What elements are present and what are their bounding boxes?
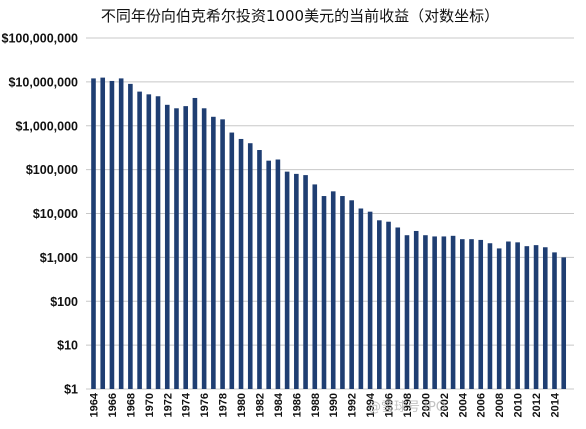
x-tick-label: 1976 bbox=[199, 393, 211, 417]
bar bbox=[552, 252, 557, 389]
bar bbox=[229, 132, 235, 390]
y-tick-label: $1,000 bbox=[40, 251, 78, 265]
x-tick-label: 1970 bbox=[144, 393, 156, 417]
y-axis: $1 $10 $100 $1,000 $10,000 $100,000 $1,000,000… bbox=[2, 32, 79, 397]
bar bbox=[542, 247, 548, 389]
bar bbox=[358, 208, 364, 389]
x-tick-label: 1978 bbox=[218, 393, 230, 417]
bar bbox=[450, 235, 456, 389]
bar bbox=[515, 242, 520, 389]
bar bbox=[238, 138, 244, 389]
y-tick-label: $10,000 bbox=[33, 207, 78, 221]
bar bbox=[118, 78, 124, 390]
bar bbox=[183, 106, 188, 389]
y-tick-label: $1,000,000 bbox=[15, 119, 78, 133]
bar bbox=[91, 78, 96, 390]
bar bbox=[404, 235, 410, 389]
watermark: @雪球号 IPO bbox=[368, 400, 446, 415]
x-tick-label: 1996 bbox=[384, 393, 396, 417]
chart-title: 不同年份向伯克希尔投资1000美元的当前收益（对数坐标） bbox=[101, 7, 499, 25]
bar bbox=[201, 108, 207, 389]
x-tick-label: 1994 bbox=[365, 392, 377, 417]
x-tick-label: 2004 bbox=[457, 392, 469, 417]
bar bbox=[340, 196, 345, 389]
bar bbox=[321, 196, 327, 389]
y-tick-label: $100,000 bbox=[26, 163, 78, 177]
x-tick-label: 1988 bbox=[310, 393, 322, 417]
bar bbox=[524, 246, 530, 389]
bar bbox=[441, 236, 447, 389]
bar bbox=[413, 230, 419, 389]
x-tick-label: 1972 bbox=[162, 393, 174, 417]
x-tick-label: 1964 bbox=[89, 392, 101, 417]
bar bbox=[469, 239, 474, 389]
bar bbox=[137, 91, 142, 390]
x-tick-label: 1984 bbox=[273, 392, 285, 417]
x-tick-label: 2006 bbox=[476, 393, 488, 417]
x-tick-label: 2014 bbox=[550, 392, 562, 417]
bar bbox=[460, 239, 465, 389]
y-tick-label: $100 bbox=[50, 295, 78, 309]
x-tick-label: 2002 bbox=[439, 393, 451, 417]
bar bbox=[395, 227, 401, 389]
bar bbox=[330, 191, 336, 389]
x-tick-label: 1998 bbox=[402, 393, 414, 417]
y-tick-label: $10,000,000 bbox=[8, 75, 78, 89]
bar bbox=[100, 77, 106, 390]
x-tick-label: 2012 bbox=[531, 393, 543, 417]
y-tick-label: $10 bbox=[57, 339, 78, 353]
bar bbox=[533, 245, 539, 389]
bar bbox=[312, 184, 318, 389]
bar bbox=[386, 221, 391, 389]
bar bbox=[377, 220, 382, 389]
x-axis: 1964 1966 1968 1970 1972 1974 1976 1978 1980 1982… bbox=[89, 392, 562, 417]
bar bbox=[423, 235, 428, 389]
bar bbox=[478, 239, 484, 389]
bar bbox=[367, 211, 373, 389]
bar bbox=[487, 243, 493, 389]
bar bbox=[211, 116, 216, 389]
x-tick-label: 1980 bbox=[236, 393, 248, 417]
bar bbox=[294, 173, 299, 389]
bar bbox=[174, 108, 179, 389]
bar bbox=[266, 160, 271, 389]
bar bbox=[506, 241, 511, 389]
bar bbox=[432, 236, 437, 389]
bar bbox=[561, 257, 567, 390]
x-tick-label: 1968 bbox=[125, 393, 137, 417]
x-tick-label: 1974 bbox=[181, 392, 193, 417]
bar bbox=[496, 248, 502, 389]
bar bbox=[164, 104, 170, 389]
bar bbox=[349, 200, 354, 389]
y-tick-label: $1 bbox=[64, 383, 78, 397]
x-tick-label: 1986 bbox=[291, 393, 303, 417]
bar bbox=[257, 150, 262, 389]
x-tick-label: 1966 bbox=[107, 393, 119, 417]
bar bbox=[109, 80, 115, 389]
x-tick-label: 2000 bbox=[420, 393, 432, 417]
bar bbox=[220, 119, 225, 389]
x-tick-label: 2010 bbox=[513, 393, 525, 417]
bar bbox=[192, 97, 198, 390]
y-tick-label: $100,000,000 bbox=[2, 32, 79, 46]
bar bbox=[275, 159, 281, 389]
bar bbox=[284, 171, 290, 389]
bar bbox=[247, 143, 253, 389]
bar bbox=[155, 96, 161, 389]
x-tick-label: 1982 bbox=[254, 393, 266, 417]
bar bbox=[303, 175, 308, 389]
bars bbox=[91, 77, 567, 390]
x-tick-label: 1992 bbox=[347, 393, 359, 417]
bar bbox=[128, 83, 133, 389]
bar bbox=[146, 94, 152, 389]
x-tick-label: 1990 bbox=[328, 393, 340, 417]
x-tick-label: 2008 bbox=[494, 393, 506, 417]
